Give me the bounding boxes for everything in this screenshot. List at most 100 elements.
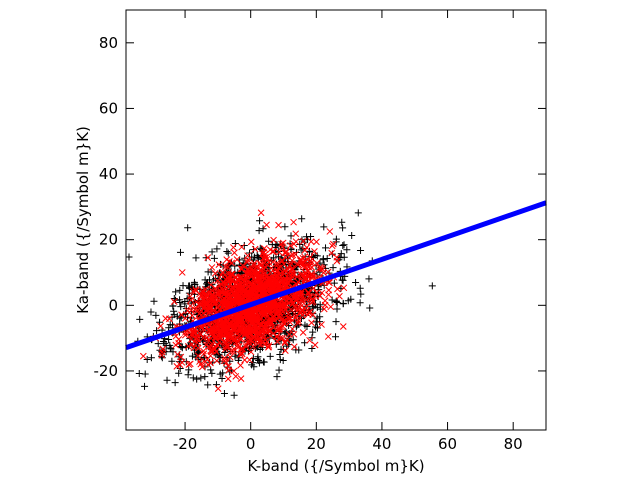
scatter-point bbox=[264, 343, 272, 351]
scatter-point bbox=[176, 248, 184, 256]
scatter-point bbox=[275, 366, 283, 374]
scatter-point bbox=[273, 332, 281, 340]
scatter-point bbox=[347, 295, 355, 303]
scatter-point bbox=[190, 344, 198, 352]
scatter-point bbox=[261, 251, 269, 259]
scatter-point bbox=[265, 237, 273, 245]
scatter-point bbox=[184, 307, 192, 315]
scatter-point bbox=[219, 304, 227, 311]
scatter-point bbox=[301, 247, 309, 254]
scatter-point bbox=[222, 329, 229, 337]
scatter-point bbox=[281, 223, 289, 231]
scatter-point bbox=[216, 370, 224, 378]
scatter-point bbox=[336, 292, 343, 300]
scatter-point bbox=[192, 304, 200, 312]
scatter-point bbox=[230, 244, 237, 251]
scatter-point bbox=[185, 366, 193, 374]
scatter-point bbox=[208, 342, 215, 350]
scatter-point bbox=[298, 256, 305, 264]
scatter-point bbox=[301, 321, 309, 329]
scatter-point bbox=[197, 311, 205, 319]
scatter-point bbox=[233, 256, 241, 263]
y-axis: -20 0 20 40 60 80 bbox=[94, 34, 546, 380]
scatter-point bbox=[218, 271, 225, 279]
scatter-point bbox=[241, 276, 249, 284]
scatter-point bbox=[301, 276, 309, 283]
scatter-point bbox=[234, 275, 241, 283]
scatter-point bbox=[324, 268, 332, 276]
scatter-point bbox=[290, 343, 298, 351]
scatter-point bbox=[255, 356, 263, 364]
scatter-point bbox=[299, 329, 307, 336]
scatter-point bbox=[125, 253, 133, 261]
scatter-point bbox=[172, 288, 180, 296]
scatter-points bbox=[125, 209, 436, 399]
scatter-point bbox=[320, 261, 328, 269]
scatter-point bbox=[307, 257, 315, 265]
scatter-point bbox=[153, 327, 161, 335]
scatter-point bbox=[250, 261, 257, 269]
scatter-point bbox=[244, 270, 252, 278]
scatter-point bbox=[325, 286, 333, 294]
scatter-point bbox=[251, 267, 259, 275]
scatter-point bbox=[267, 309, 275, 317]
scatter-point bbox=[235, 315, 243, 323]
scatter-point bbox=[297, 246, 305, 254]
scatter-point bbox=[292, 230, 300, 238]
scatter-point bbox=[279, 239, 287, 247]
scatter-point bbox=[237, 315, 244, 323]
scatter-point bbox=[278, 256, 286, 264]
scatter-point bbox=[281, 267, 288, 274]
scatter-point bbox=[254, 336, 261, 344]
scatter-point bbox=[273, 241, 281, 249]
scatter-point bbox=[213, 290, 220, 298]
scatter-point bbox=[259, 273, 267, 281]
scatter-point bbox=[276, 356, 284, 364]
scatter-point bbox=[186, 360, 194, 368]
scatter-point bbox=[178, 343, 186, 351]
scatter-point bbox=[219, 262, 227, 270]
scatter-point bbox=[213, 245, 221, 253]
scatter-point bbox=[282, 347, 289, 354]
scatter-point bbox=[152, 311, 160, 319]
scatter-point bbox=[199, 337, 207, 345]
scatter-point bbox=[234, 281, 242, 289]
scatter-point bbox=[266, 279, 274, 287]
scatter-point bbox=[306, 292, 313, 300]
scatter-point bbox=[289, 336, 297, 344]
scatter-point bbox=[234, 320, 241, 328]
scatter-point bbox=[263, 255, 271, 263]
scatter-point bbox=[247, 238, 255, 246]
scatter-point bbox=[220, 357, 228, 365]
scatter-point bbox=[340, 241, 348, 249]
scatter-point bbox=[223, 247, 231, 255]
scatter-point bbox=[313, 238, 320, 246]
scatter-point bbox=[356, 299, 364, 307]
scatter-point bbox=[289, 251, 297, 259]
scatter-point bbox=[139, 352, 147, 360]
scatter-point bbox=[305, 263, 312, 271]
scatter-point bbox=[275, 248, 283, 256]
scatter-point bbox=[251, 245, 259, 253]
scatter-point bbox=[206, 294, 214, 302]
scatter-point bbox=[136, 315, 144, 323]
scatter-point bbox=[171, 379, 179, 387]
scatter-point bbox=[356, 284, 364, 292]
scatter-point bbox=[338, 276, 346, 284]
scatter-point bbox=[308, 319, 315, 327]
scatter-point bbox=[266, 320, 274, 328]
scatter-point bbox=[250, 363, 258, 371]
scatter-point bbox=[299, 271, 307, 278]
scatter-point bbox=[221, 354, 228, 362]
scatter-point bbox=[254, 355, 262, 363]
scatter-point bbox=[189, 374, 197, 382]
scatter-point bbox=[277, 345, 285, 353]
scatter-point bbox=[184, 371, 192, 379]
scatter-point bbox=[177, 342, 185, 350]
scatter-point bbox=[299, 296, 307, 304]
scatter-point bbox=[292, 346, 300, 354]
y-tick-label: -20 bbox=[94, 362, 119, 380]
scatter-point bbox=[245, 338, 253, 345]
scatter-point bbox=[330, 279, 338, 287]
